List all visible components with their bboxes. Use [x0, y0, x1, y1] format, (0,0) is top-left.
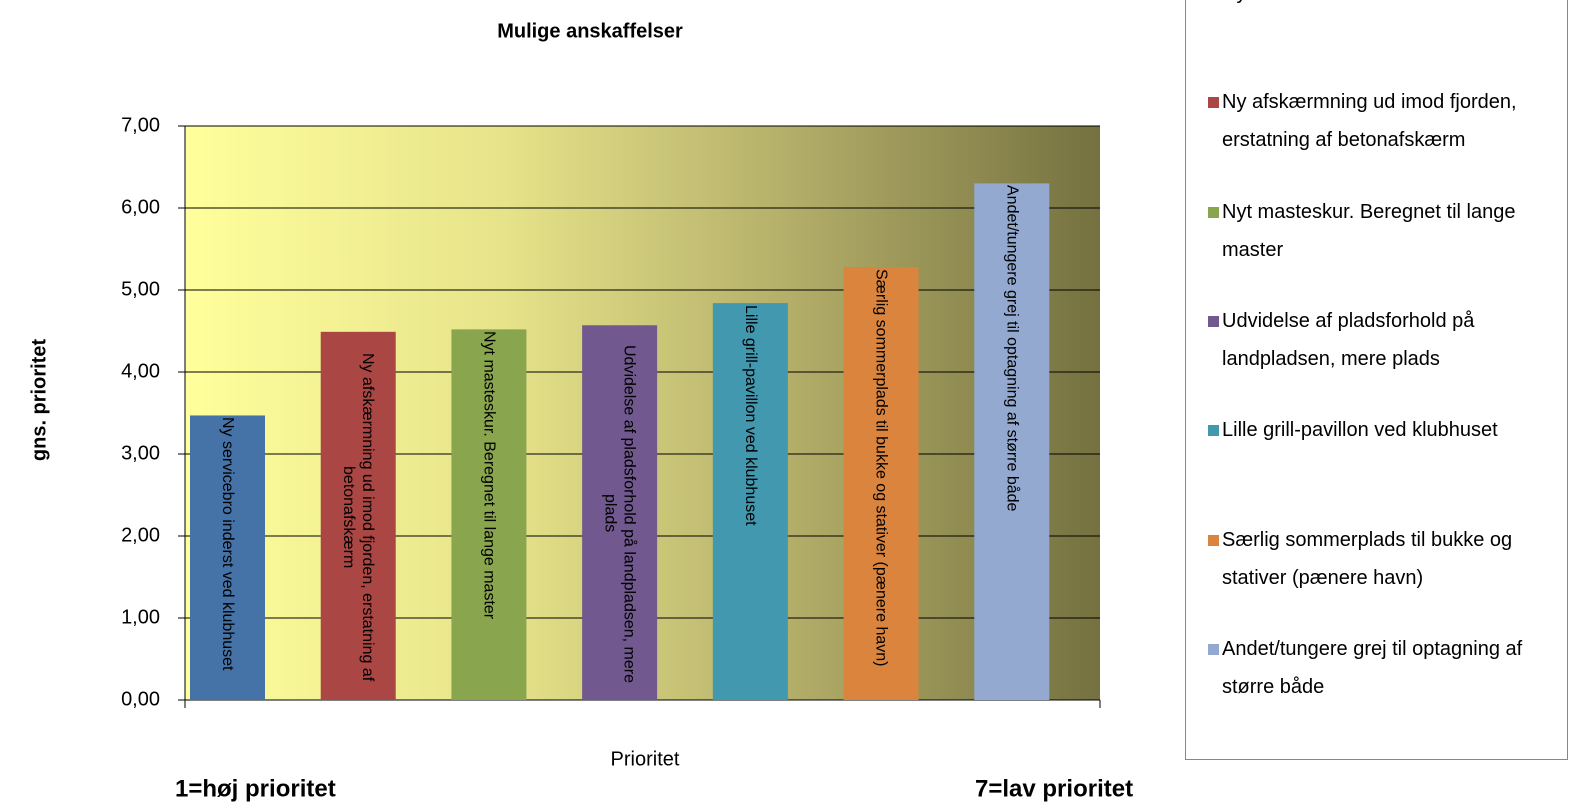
annotation: 1=høj prioritet: [175, 775, 336, 802]
bar: [190, 415, 265, 700]
legend-swatch: [1208, 534, 1219, 546]
legend-entry: Særlig sommerplads til bukke og stativer…: [1208, 521, 1567, 597]
legend-entry: Lille grill-pavillon ved klubhuset: [1208, 411, 1567, 449]
bar-label: Særlig sommerplads til bukke og stativer…: [872, 269, 890, 667]
legend-label: Nyt masteskur. Beregnet til lange master: [1222, 200, 1516, 261]
bar: [843, 267, 919, 700]
y-tick-label: 4,00: [121, 360, 160, 382]
x-axis-title: Prioritet: [611, 748, 680, 770]
legend-label: Lille grill-pavillon ved klubhuset: [1222, 419, 1498, 442]
bar-label: Udvidelse af pladsforhold på landpladsen…: [601, 344, 638, 683]
bar: [320, 331, 396, 700]
legend-entry: Ny servicebro inderst ved klubhuset: [1222, 0, 1567, 12]
y-tick-label: 2,00: [121, 524, 160, 546]
legend-label: Udvidelse af pladsforhold på landpladsen…: [1222, 309, 1475, 370]
legend-swatch: [1208, 643, 1219, 655]
legend-swatch: [1208, 206, 1219, 218]
legend-swatch: [1208, 97, 1219, 109]
annotation: 7=lav prioritet: [975, 775, 1133, 802]
bar: [974, 183, 1050, 700]
bar-label: Ny afskærmning ud imod fjorden, erstatni…: [340, 352, 377, 681]
y-tick-label: 5,00: [121, 278, 160, 300]
chart-title: Mulige anskaffelser: [497, 20, 683, 42]
y-tick-label: 6,00: [121, 196, 160, 218]
legend-label: Ny afskærmning ud imod fjorden, erstatni…: [1222, 91, 1517, 152]
legend-label: Særlig sommerplads til bukke og stativer…: [1222, 528, 1513, 589]
bar-label: Ny servicebro inderst ved klubhuset: [219, 417, 236, 671]
legend-swatch: [1208, 315, 1219, 327]
y-axis-title: gns. prioritet: [28, 339, 50, 462]
legend-entry: Udvidelse af pladsforhold på landpladsen…: [1208, 302, 1567, 378]
legend-entry: Andet/tungere grej til optagning af stør…: [1208, 630, 1567, 706]
y-tick-label: 0,00: [121, 688, 160, 710]
bar: [582, 325, 658, 700]
bar-label: Andet/tungere grej til optagning af stør…: [1003, 185, 1021, 512]
y-tick-label: 1,00: [121, 606, 160, 628]
legend-entry: Ny afskærmning ud imod fjorden, erstatni…: [1208, 83, 1567, 159]
y-tick-label: 7,00: [121, 114, 160, 136]
y-tick-label: 3,00: [121, 442, 160, 464]
legend-entry: Nyt masteskur. Beregnet til lange master: [1208, 193, 1567, 269]
legend-label: Ny servicebro inderst ved klubhuset: [1222, 0, 1539, 4]
bar-label: Nyt masteskur. Beregnet til lange master: [480, 331, 498, 620]
legend-swatch: [1208, 425, 1219, 437]
bar-label: Lille grill-pavillon ved klubhuset: [741, 305, 759, 526]
legend: Ny servicebro inderst ved klubhuset Ny af…: [1185, 0, 1568, 760]
bar: [712, 303, 788, 700]
bar: [451, 329, 527, 700]
legend-label: Andet/tungere grej til optagning af stør…: [1222, 637, 1523, 698]
